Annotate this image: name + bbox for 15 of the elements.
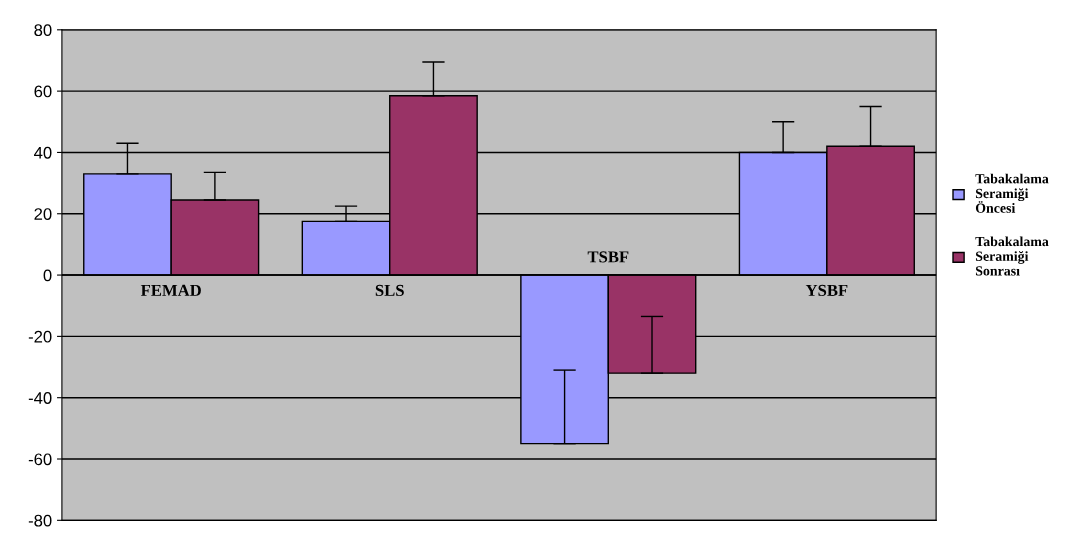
y-tick-label: -40 [28,392,52,404]
y-tick-label: 60 [34,85,52,98]
x-tick-label: FEMAD [140,284,201,296]
legend-label: Tabakalama Seramiği Öncesi [975,173,1049,213]
y-tick-label: -60 [28,453,52,466]
legend-label: Tabakalama Seramiği Sonrası [975,236,1049,276]
y-tick-label: 40 [34,146,52,159]
y-tick-label: 0 [43,269,52,282]
y-tick-label: 80 [34,24,52,37]
y-tick-label: -80 [28,514,52,527]
x-tick-label: SLS [375,284,404,296]
y-tick-label: 20 [34,208,52,220]
y-tick-label: -20 [28,330,52,343]
x-tick-label: TSBF [587,251,629,263]
x-tick-label: YSBF [805,284,848,296]
